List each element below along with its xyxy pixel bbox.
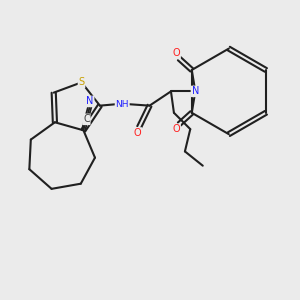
Text: S: S	[79, 77, 85, 87]
Text: N: N	[192, 86, 199, 96]
Text: O: O	[172, 124, 180, 134]
Text: O: O	[172, 48, 180, 58]
Text: O: O	[134, 128, 142, 138]
Text: NH: NH	[116, 100, 129, 109]
Text: C: C	[83, 114, 90, 124]
Text: N: N	[86, 97, 94, 106]
